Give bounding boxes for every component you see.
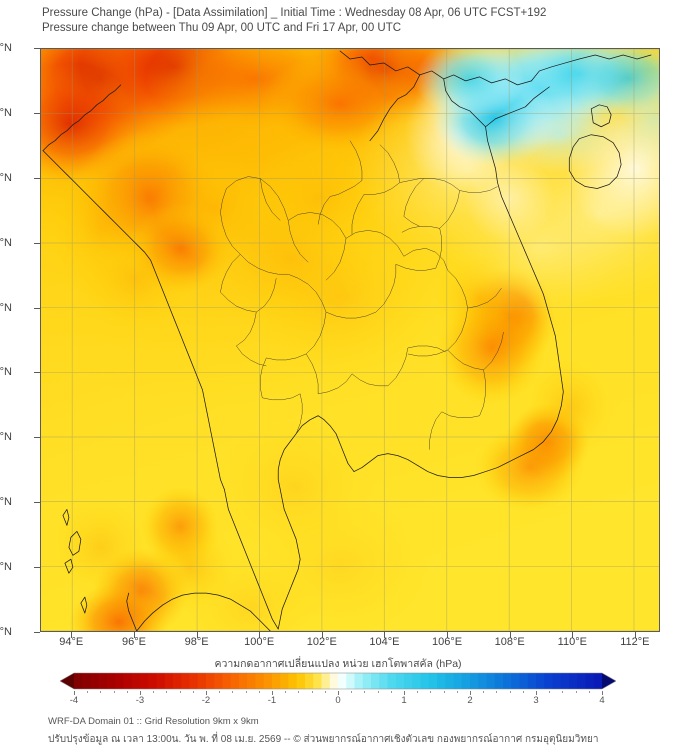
colorbar-tick [536,691,537,695]
colorbar-tick [338,691,339,695]
x-axis-label-98e: 98°E [184,636,209,648]
x-axis-label-96e: 96°E [122,636,146,648]
colorbar-minor-tick [377,691,379,693]
y-axis-label-4n: 4°N [0,626,12,638]
y-axis-label-10n: 10°N [0,431,12,444]
pressure-change-map [40,48,660,632]
colorbar-label: ความกดอากาศเปลี่ยนแปลง หน่วย เฮกโตพาสคัล… [214,658,462,670]
y-axis-label-6n: 6°N [0,561,12,574]
model-info-line: WRF-DA Domain 01 :: Grid Resolution 9km … [48,716,259,727]
chart-subtitle: Pressure change between Thu 09 Apr, 00 U… [42,22,402,34]
y-axis-label-16n: 16°N [0,236,12,249]
colorbar-tick-label: 4 [599,695,605,706]
y-axis-label-8n: 8°N [0,496,12,509]
x-axis-label-100e: 100°E [244,636,275,648]
colorbar-tick-label: -3 [135,695,145,706]
colorbar-minor-tick [549,691,551,693]
colorbar-tick [140,691,141,695]
x-axis-label-94e: 94°E [59,636,84,648]
page-title: Pressure Change (hPa) - [Data Assimilati… [42,7,547,19]
colorbar-minor-tick [219,691,221,693]
colorbar-minor-tick [575,691,577,693]
colorbar-minor-tick [390,691,392,693]
colorbar-minor-tick [245,691,247,693]
colorbar-tick-label: 3 [533,695,539,706]
colorbar-minor-tick [509,691,511,693]
colorbar-tick-label: 0 [335,695,341,706]
update-credit-line: ปรับปรุงข้อมูล ณ เวลา 13:00น. วัน พ. ที่… [48,734,599,745]
pressure-field-layer [41,49,659,631]
y-axis-label-12n: 12°N [0,366,12,379]
colorbar-tick-label: -2 [201,695,211,706]
colorbar-tick-label: -4 [69,695,79,706]
colorbar-minor-tick [351,691,353,693]
colorbar-minor-tick [443,691,445,693]
colorbar-tick [470,691,471,695]
colorbar-minor-tick [430,691,432,693]
x-axis-label-110e: 110°E [557,636,587,648]
colorbar-tick [74,691,75,695]
colorbar-minor-tick [562,691,564,693]
y-axis-label-22n: 22°N [0,42,12,54]
colorbar-minor-tick [87,691,89,693]
x-axis-label-102e: 102°E [306,636,337,648]
colorbar-minor-tick [232,691,234,693]
y-axis-label-18n: 18°N [0,171,12,184]
colorbar-minor-tick [417,691,419,693]
y-axis-label-20n: 20°N [0,106,12,119]
colorbar-minor-tick [456,691,458,693]
x-axis-label-112e: 112°E [620,636,650,648]
x-axis-label-108e: 108°E [494,636,525,648]
colorbar-minor-tick [311,691,313,693]
x-axis-label-106e: 106°E [432,636,463,648]
colorbar-minor-tick [179,691,181,693]
colorbar-minor-tick [113,691,115,693]
colorbar-minor-tick [496,691,498,693]
colorbar-minor-tick [258,691,260,693]
colorbar-minor-tick [364,691,366,693]
y-axis-label-14n: 14°N [0,301,12,314]
x-axis-label-104e: 104°E [369,636,400,648]
colorbar-minor-tick [285,691,287,693]
colorbar-tick-label: 1 [401,695,407,706]
colorbar-minor-tick [166,691,168,693]
colorbar-minor-tick [483,691,485,693]
colorbar-tick [404,691,405,695]
colorbar-tick [272,691,273,695]
colorbar: ความกดอากาศเปลี่ยนแปลง หน่วย เฮกโตพาสคัล… [0,655,676,715]
colorbar-gradient [60,672,616,690]
colorbar-minor-tick [126,691,128,693]
colorbar-tick-label: 2 [467,695,473,706]
colorbar-minor-tick [588,691,590,693]
chart-title-block: Pressure Change (hPa) - [Data Assimilati… [42,6,662,36]
colorbar-minor-tick [324,691,326,693]
coastline-and-border-layer [42,50,652,631]
colorbar-tick [206,691,207,695]
colorbar-tick-label: -1 [267,695,277,706]
colorbar-tick [602,691,603,695]
colorbar-minor-tick [522,691,524,693]
colorbar-minor-tick [192,691,194,693]
map-gridlines [41,49,659,631]
colorbar-minor-tick [298,691,300,693]
colorbar-minor-tick [100,691,102,693]
colorbar-minor-tick [153,691,155,693]
